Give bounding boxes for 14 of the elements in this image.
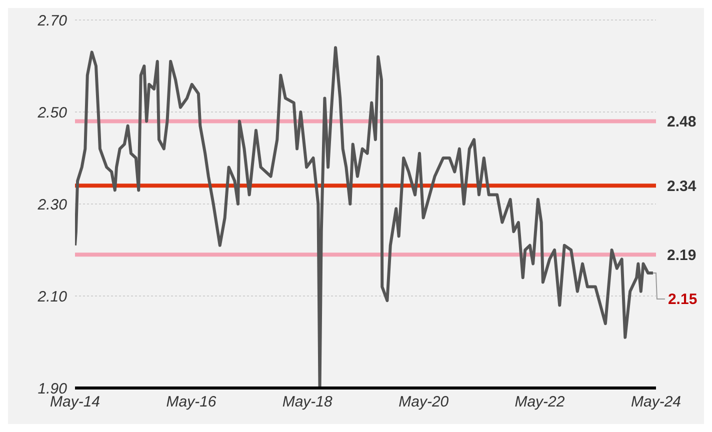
- line-series: [75, 46, 654, 388]
- x-tick-label: May-20: [398, 394, 450, 411]
- annotation: 2.15: [668, 291, 698, 308]
- ref-line-label: 2.48: [667, 114, 696, 131]
- y-tick-label: 2.30: [36, 196, 68, 214]
- x-tick-label: May-18: [282, 394, 334, 411]
- x-tick-label: May-16: [166, 394, 217, 411]
- x-tick-label: May-24: [630, 394, 682, 411]
- ref-line-label: 2.34: [667, 178, 697, 195]
- y-tick-label: 2.10: [36, 288, 68, 306]
- y-tick-label: 2.50: [36, 104, 68, 122]
- ref-line-label: 2.19: [667, 246, 696, 264]
- x-tick-label: May-22: [514, 394, 566, 411]
- y-tick-label: 2.70: [36, 12, 68, 30]
